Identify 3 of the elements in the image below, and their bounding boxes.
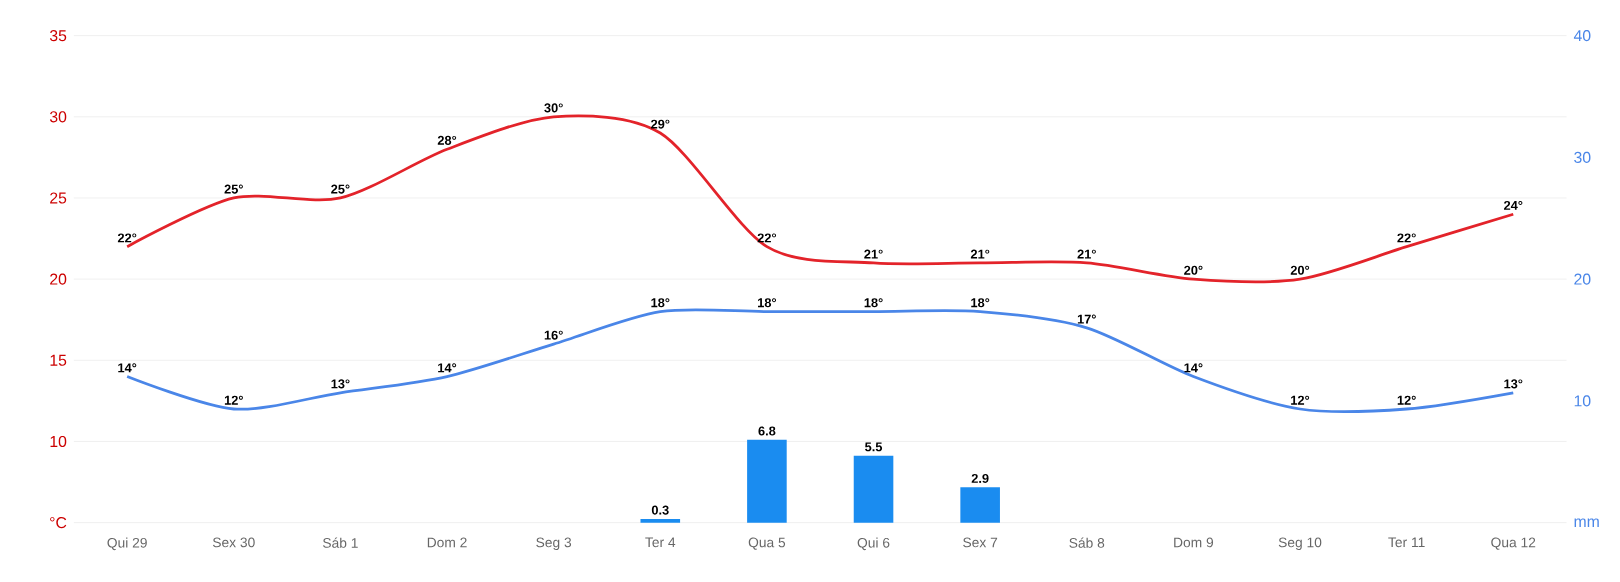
bar [747,439,787,523]
bar [853,455,894,523]
bar [960,487,1000,523]
